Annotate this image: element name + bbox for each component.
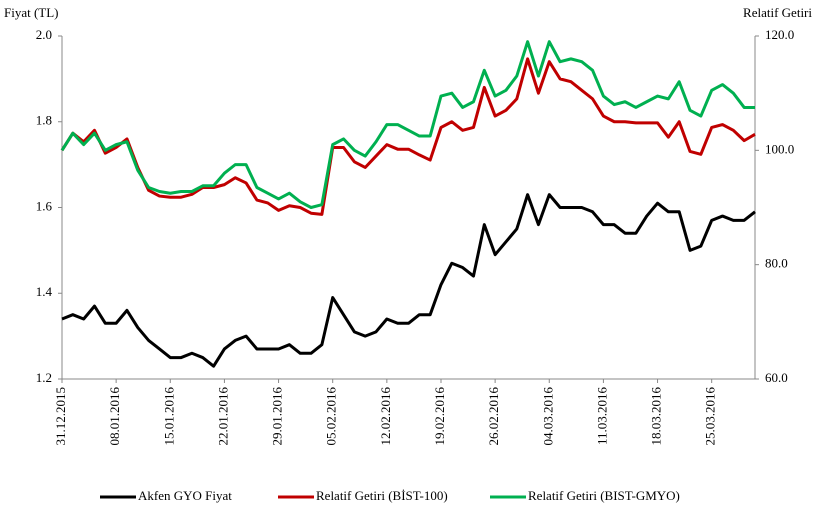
x-tick-label: 11.03.2016 <box>594 387 609 446</box>
x-tick-label: 04.03.2016 <box>540 387 555 446</box>
x-tick-label: 22.01.2016 <box>215 387 230 446</box>
y-tick-label: 1.6 <box>36 198 53 213</box>
legend-label: Relatif Getiri (BİST-100) <box>316 488 448 503</box>
x-tick-label: 08.01.2016 <box>107 387 122 446</box>
y-axis-label: Fiyat (TL) <box>4 5 59 20</box>
x-tick-label: 05.02.2016 <box>324 387 339 446</box>
y2-tick-label: 80.0 <box>765 256 788 271</box>
y-tick-label: 1.4 <box>36 284 53 299</box>
legend-label: Akfen GYO Fiyat <box>138 488 232 503</box>
series-line <box>60 57 756 216</box>
series-line <box>61 193 756 368</box>
x-tick-label: 31.12.2015 <box>53 387 68 446</box>
x-tick-label: 15.01.2016 <box>161 387 176 446</box>
y2-tick-label: 120.0 <box>765 27 794 42</box>
legend-label: Relatif Getiri (BIST-GMYO) <box>528 488 680 503</box>
y2-tick-label: 100.0 <box>765 141 794 156</box>
x-tick-label: 29.01.2016 <box>270 387 285 446</box>
y2-tick-label: 60.0 <box>765 370 788 385</box>
y-tick-label: 1.2 <box>36 370 52 385</box>
x-tick-label: 25.03.2016 <box>703 387 718 446</box>
x-tick-label: 26.02.2016 <box>486 387 501 446</box>
x-tick-label: 19.02.2016 <box>432 387 447 446</box>
y-tick-label: 2.0 <box>36 27 52 42</box>
x-tick-label: 12.02.2016 <box>378 387 393 446</box>
x-tick-label: 18.03.2016 <box>649 387 664 446</box>
y-tick-label: 1.8 <box>36 113 52 128</box>
series-line <box>60 40 755 209</box>
y2-axis-label: Relatif Getiri <box>743 5 812 20</box>
